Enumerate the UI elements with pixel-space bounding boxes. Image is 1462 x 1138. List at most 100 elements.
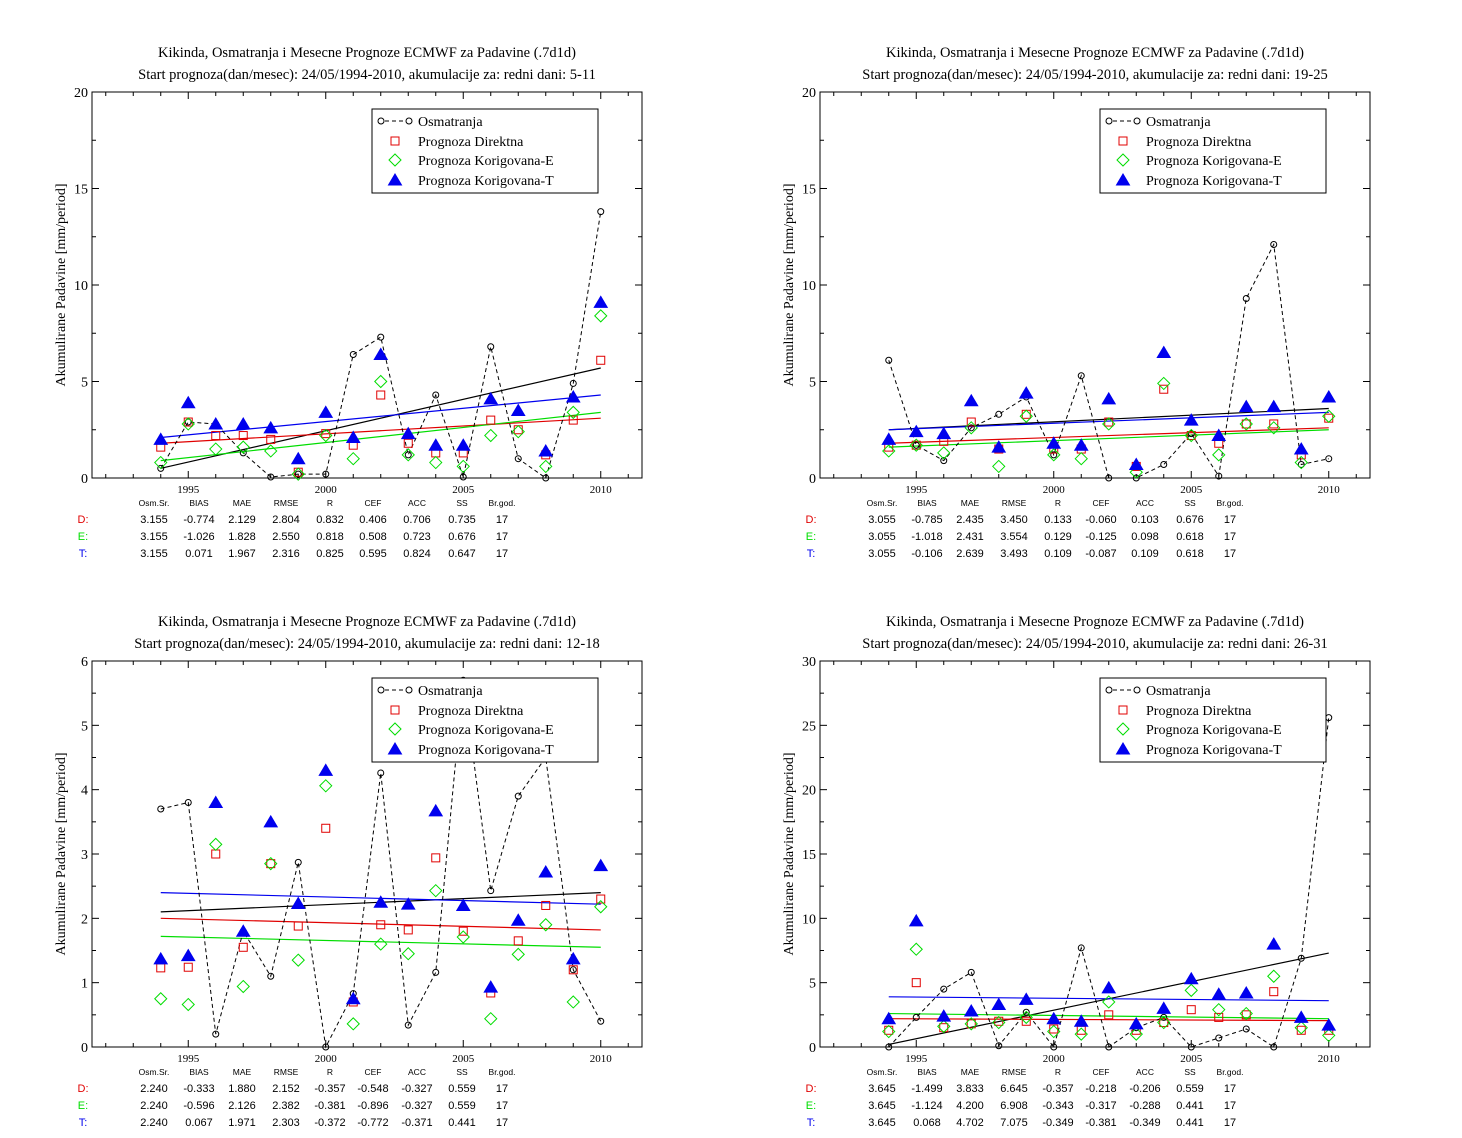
stats-value: 2.129 xyxy=(228,514,256,526)
obs-point xyxy=(1297,954,1305,962)
obs-point xyxy=(1050,1043,1058,1051)
korigovana-t-point xyxy=(1238,985,1254,999)
direktna-point xyxy=(486,415,496,425)
stats-header: BIAS xyxy=(189,1067,209,1077)
korigovana-t-point xyxy=(290,896,306,910)
direktna-point xyxy=(994,1016,1004,1026)
stats-value: -0.327 xyxy=(401,1083,432,1095)
legend-obs-marker-b xyxy=(405,117,413,125)
legend-label: Prognoza Korigovana-E xyxy=(418,154,554,169)
korigovana-e-point xyxy=(1239,417,1253,431)
korigovana-e-point xyxy=(1157,1015,1171,1030)
obs-point xyxy=(1215,1034,1223,1042)
stats-header: RMSE xyxy=(1002,498,1027,508)
obs-point xyxy=(157,805,165,813)
stats-value: -0.327 xyxy=(401,1100,432,1112)
stats-value: 0.441 xyxy=(1176,1117,1204,1129)
stats-value: -1.018 xyxy=(911,531,942,543)
obs-point xyxy=(1077,944,1085,952)
korigovana-e-point xyxy=(566,995,580,1009)
x-tick-label: 1995 xyxy=(177,484,200,496)
legend-direktna-marker xyxy=(390,136,400,146)
direktna-point xyxy=(568,415,578,425)
stats-header: RMSE xyxy=(1002,1067,1027,1077)
stats-value: -0.785 xyxy=(911,514,942,526)
x-tick-label: 1995 xyxy=(905,1053,928,1065)
legend-label: Prognoza Direktna xyxy=(1146,135,1252,150)
korigovana-e-point xyxy=(236,979,250,994)
stats-value: 3.055 xyxy=(868,531,896,543)
y-tick-label: 0 xyxy=(809,1041,816,1056)
legend-obs-marker-a xyxy=(1105,686,1113,694)
y-tick-label: 10 xyxy=(74,279,88,294)
obs-point xyxy=(542,474,550,482)
legend-label: Prognoza Direktna xyxy=(1146,704,1252,719)
stats-value: 0.441 xyxy=(448,1117,476,1129)
obs-point xyxy=(349,350,357,358)
stats-value: 0.133 xyxy=(1044,514,1072,526)
y-axis-label: Akumulirane Padavine [mm/period] xyxy=(782,184,797,387)
korigovana-t-point xyxy=(908,424,924,438)
stats-value: 17 xyxy=(496,1117,508,1129)
stats-value: 2.316 xyxy=(272,548,300,560)
stats-value: 2.152 xyxy=(272,1083,300,1095)
obs-point xyxy=(1105,474,1113,482)
stats-value: 0.824 xyxy=(403,548,431,560)
stats-value: -0.896 xyxy=(357,1100,388,1112)
obs-point xyxy=(940,985,948,993)
obs-point xyxy=(1270,1043,1278,1051)
korigovana-e-point xyxy=(236,440,250,454)
stats-row-label: T: xyxy=(79,548,88,560)
stats-value: -0.381 xyxy=(1085,1117,1116,1129)
stats-value: -0.772 xyxy=(357,1117,388,1129)
obs-point xyxy=(294,470,302,478)
chart-title: Kikinda, Osmatranja i Mesecne Prognoze E… xyxy=(158,45,576,61)
stats-value: 0.068 xyxy=(913,1117,941,1129)
chart-subtitle: Start prognoza(dan/mesec): 24/05/1994-20… xyxy=(862,67,1327,83)
obs-point xyxy=(459,473,467,481)
korigovana-t-point xyxy=(290,451,306,465)
direktna-point xyxy=(568,965,578,975)
x-tick-label: 2005 xyxy=(1180,1053,1203,1065)
korigovana-t-point xyxy=(510,913,526,926)
stats-value: 2.550 xyxy=(272,531,300,543)
korigovana-t-point xyxy=(153,951,169,965)
stats-value: 2.382 xyxy=(272,1100,300,1112)
direktna-point xyxy=(238,942,248,952)
korigovana-e-point xyxy=(264,444,278,458)
chart-panel-2: Kikinda, Osmatranja i Mesecne Prognoze E… xyxy=(782,45,1371,560)
obs-point xyxy=(940,457,948,465)
stats-header: Br.god. xyxy=(489,498,516,508)
stats-value: 0.723 xyxy=(403,531,431,543)
stats-value: 2.303 xyxy=(272,1117,300,1129)
stats-value: -0.381 xyxy=(314,1100,345,1112)
y-tick-label: 1 xyxy=(81,977,88,992)
stats-value: 3.645 xyxy=(868,1083,896,1095)
direktna-point xyxy=(211,431,221,441)
stats-value: 3.055 xyxy=(868,514,896,526)
korigovana-t-point xyxy=(1156,1001,1172,1014)
legend-korigovana-t-marker xyxy=(387,173,403,186)
y-axis-label: Akumulirane Padavine [mm/period] xyxy=(782,753,797,956)
stats-value: 17 xyxy=(496,1100,508,1112)
y-tick-label: 15 xyxy=(802,183,816,198)
stats-value: 0.098 xyxy=(1131,531,1159,543)
direktna-point xyxy=(403,925,413,935)
stats-value: 2.240 xyxy=(140,1100,168,1112)
stats-value: 1.828 xyxy=(228,531,256,543)
trend-line-d xyxy=(160,917,601,931)
legend-label: Prognoza Korigovana-T xyxy=(1146,174,1282,189)
x-tick-label: 2010 xyxy=(1318,484,1341,496)
stats-header: BIAS xyxy=(917,498,937,508)
obs-point xyxy=(569,379,577,387)
stats-value: 0.595 xyxy=(359,548,387,560)
korigovana-e-point xyxy=(511,424,525,439)
stats-header: ACC xyxy=(408,1067,426,1077)
stats-value: 2.804 xyxy=(272,514,300,526)
obs-point xyxy=(514,455,522,463)
obs-point xyxy=(995,410,1003,418)
korigovana-t-point xyxy=(1101,391,1117,405)
stats-value: 3.833 xyxy=(956,1083,984,1095)
obs-point xyxy=(404,451,412,459)
trend-line-e xyxy=(888,429,1329,448)
